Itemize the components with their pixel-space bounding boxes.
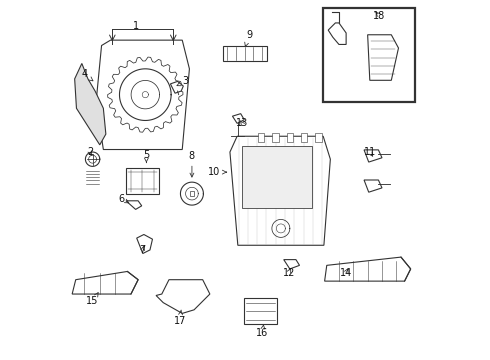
Bar (126, 168, 159, 194)
Bar (190, 192, 194, 196)
Text: 7: 7 (140, 245, 146, 255)
Polygon shape (368, 35, 398, 80)
Polygon shape (96, 40, 190, 149)
Text: 11: 11 (364, 147, 376, 157)
Bar (315, 134, 322, 142)
Polygon shape (72, 271, 138, 294)
Text: 2: 2 (87, 147, 93, 157)
Polygon shape (232, 114, 245, 123)
Bar (287, 134, 293, 142)
Text: 15: 15 (86, 293, 99, 306)
Text: 18: 18 (373, 11, 386, 21)
Polygon shape (156, 280, 210, 314)
Text: 5: 5 (143, 150, 149, 163)
Text: 6: 6 (118, 194, 129, 204)
Bar (242, 146, 312, 208)
Text: 9: 9 (245, 30, 252, 46)
Text: 4: 4 (81, 69, 93, 81)
Bar (301, 134, 307, 142)
Polygon shape (284, 260, 299, 269)
Text: 13: 13 (236, 118, 248, 128)
Text: 17: 17 (173, 310, 186, 325)
Text: 12: 12 (283, 267, 295, 278)
Polygon shape (108, 57, 183, 132)
Bar (258, 134, 265, 142)
Polygon shape (74, 63, 106, 145)
Polygon shape (230, 136, 330, 245)
Text: 14: 14 (340, 267, 352, 278)
Polygon shape (364, 150, 382, 162)
Text: 1: 1 (133, 21, 139, 31)
Polygon shape (171, 81, 183, 93)
Polygon shape (324, 257, 411, 281)
Polygon shape (137, 234, 152, 253)
Polygon shape (126, 201, 142, 210)
Bar (245, 298, 277, 324)
Text: 8: 8 (189, 150, 195, 177)
Bar (272, 134, 279, 142)
Text: 16: 16 (256, 325, 269, 338)
Polygon shape (364, 180, 382, 192)
Bar (223, 46, 267, 61)
Text: 10: 10 (208, 167, 226, 177)
Text: 3: 3 (177, 76, 189, 86)
Polygon shape (328, 23, 346, 44)
Bar (323, 8, 415, 102)
